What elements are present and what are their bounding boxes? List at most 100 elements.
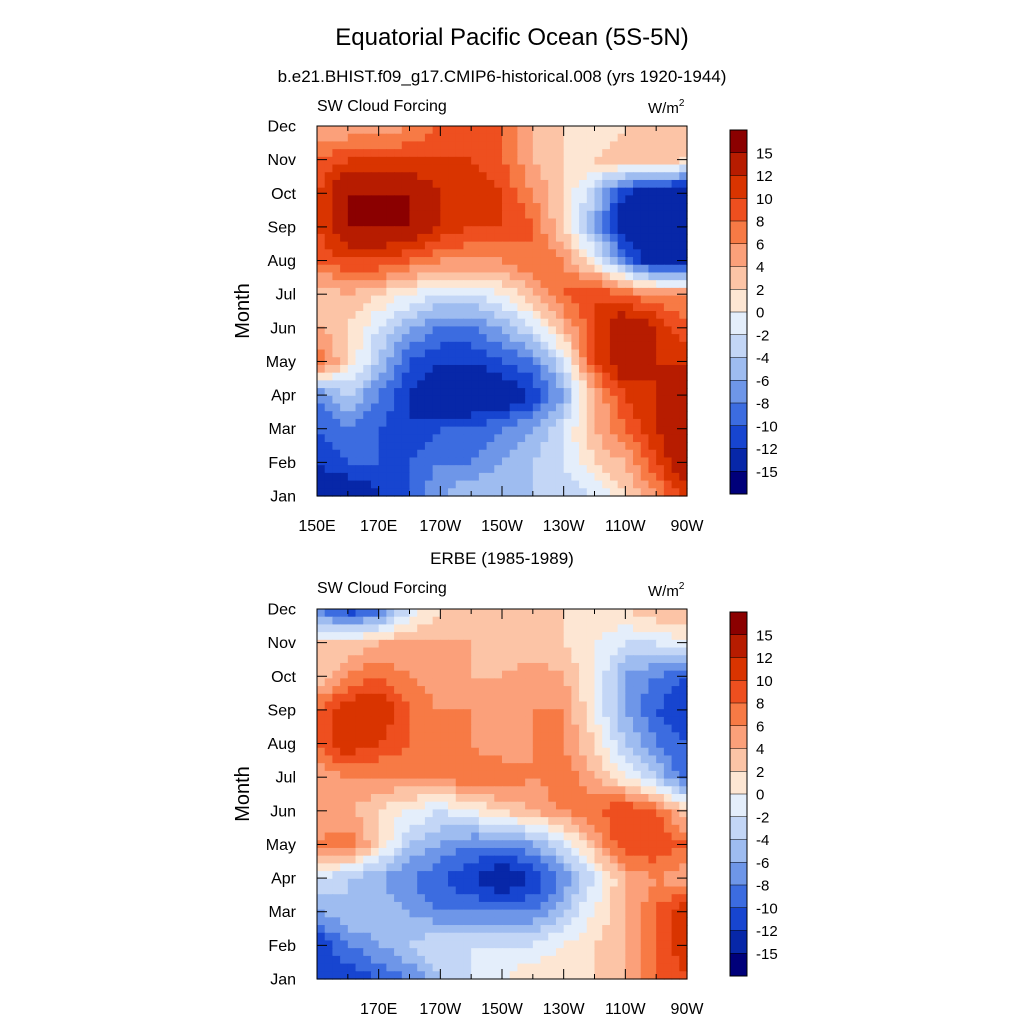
heatmap-cell [548, 616, 557, 626]
heatmap-cell [401, 662, 411, 672]
heatmap-cell [571, 295, 580, 304]
heatmap-cell [355, 786, 364, 795]
heatmap-cell [363, 372, 372, 381]
heatmap-cell [432, 747, 441, 757]
heatmap-cell [555, 809, 565, 818]
heatmap-cell [532, 418, 542, 428]
heatmap-cell [586, 932, 596, 942]
heatmap-cell [486, 442, 495, 451]
heatmap-cell [640, 616, 650, 626]
heatmap-cell [648, 740, 657, 749]
heatmap-cell [502, 686, 511, 695]
heatmap-cell [340, 855, 349, 864]
heatmap-cell [540, 195, 549, 204]
heatmap-cell [625, 449, 634, 459]
heatmap-cell [332, 418, 341, 428]
heatmap-cell [594, 133, 603, 143]
heatmap-cell [532, 488, 542, 497]
heatmap-cell [532, 917, 542, 926]
heatmap-cell [656, 434, 665, 443]
heatmap-cell [370, 716, 380, 726]
heatmap-cell [394, 295, 403, 304]
heatmap-cell [463, 172, 472, 181]
heatmap-cell [355, 318, 364, 328]
heatmap-cell [517, 395, 526, 405]
heatmap-cell [347, 971, 357, 980]
heatmap-cell [548, 701, 557, 710]
heatmap-cell [340, 303, 349, 312]
heatmap-cell [563, 925, 572, 934]
heatmap-cell [509, 639, 519, 649]
heatmap-cell [640, 334, 650, 343]
heatmap-cell [363, 233, 372, 243]
heatmap-cell [417, 472, 426, 482]
heatmap-cell [463, 372, 472, 381]
heatmap-cell [602, 778, 611, 787]
heatmap-cell [571, 480, 580, 489]
heatmap-cell [540, 287, 549, 297]
heatmap-cell [625, 693, 634, 703]
heatmap-cell [424, 909, 434, 918]
heatmap-cell [324, 264, 334, 274]
heatmap-cell [455, 955, 465, 965]
heatmap-cell [563, 971, 572, 980]
heatmap-cell [363, 747, 372, 757]
heatmap-cell [386, 195, 395, 204]
heatmap-cell [448, 940, 457, 949]
heatmap-cell [463, 195, 472, 204]
heatmap-cell [532, 971, 542, 980]
heatmap-cell [455, 786, 465, 795]
heatmap-cell [548, 878, 557, 888]
heatmap-cell [625, 832, 634, 841]
heatmap-cell [394, 693, 403, 703]
heatmap-cell [579, 303, 588, 312]
panel-1-units-base: W/m [648, 100, 679, 117]
heatmap-cell [332, 932, 341, 942]
heatmap-cell [656, 179, 665, 189]
heatmap-cell [656, 472, 665, 482]
heatmap-cell [640, 840, 650, 849]
heatmap-cell [625, 662, 634, 672]
heatmap-cell [540, 179, 549, 189]
heatmap-cell [347, 465, 357, 474]
colorbar-swatch [730, 448, 747, 472]
heatmap-cell [417, 349, 426, 358]
heatmap-cell [355, 172, 364, 181]
heatmap-cell [679, 218, 688, 227]
heatmap-cell [432, 187, 441, 196]
heatmap-cell [640, 426, 650, 435]
heatmap-cell [571, 133, 580, 143]
heatmap-cell [555, 311, 565, 320]
heatmap-cell [517, 457, 526, 466]
heatmap-cell [517, 488, 526, 497]
heatmap-cell [486, 840, 495, 849]
heatmap-cell [386, 380, 395, 389]
heatmap-cell [563, 763, 572, 772]
heatmap-cell [656, 909, 665, 918]
heatmap-cell [509, 693, 519, 703]
heatmap-cell [440, 334, 449, 343]
heatmap-cell [486, 257, 495, 266]
heatmap-cell [633, 156, 642, 166]
heatmap-cell [602, 701, 611, 710]
heatmap-cell [671, 678, 680, 687]
heatmap-cell [340, 233, 349, 243]
heatmap-cell [386, 763, 395, 772]
heatmap-cell [440, 303, 449, 312]
heatmap-cell [463, 632, 472, 641]
heatmap-cell [378, 901, 387, 911]
heatmap-cell [363, 411, 372, 420]
heatmap-cell [555, 364, 565, 374]
heatmap-cell [532, 210, 542, 220]
heatmap-cell [586, 948, 596, 957]
heatmap-cell [478, 624, 488, 633]
heatmap-cell [394, 655, 403, 664]
heatmap-cell [340, 639, 349, 649]
heatmap-cell [324, 847, 334, 857]
heatmap-cell [347, 716, 357, 726]
heatmap-cell [532, 670, 542, 679]
heatmap-cell [340, 940, 349, 949]
heatmap-cell [386, 794, 395, 803]
heatmap-cell [633, 442, 642, 451]
heatmap-cell [471, 349, 480, 358]
